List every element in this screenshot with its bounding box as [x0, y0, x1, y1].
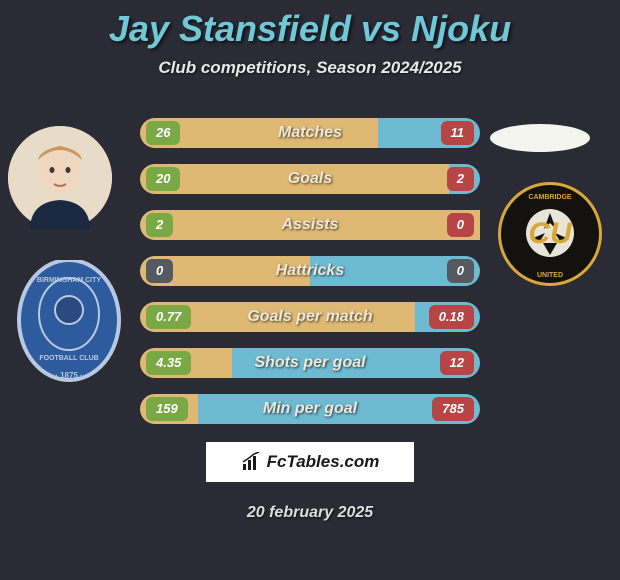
stat-value-right: 0.18	[429, 305, 474, 329]
svg-text:FOOTBALL CLUB: FOOTBALL CLUB	[39, 355, 98, 362]
club-right-abbrev: CU	[528, 217, 571, 251]
stat-value-left: 20	[146, 167, 180, 191]
stat-value-left: 0	[146, 259, 173, 283]
stat-value-right: 12	[440, 351, 474, 375]
stat-value-right: 2	[447, 167, 474, 191]
stat-row: Matches26 11	[140, 118, 480, 148]
chart-icon	[241, 452, 261, 472]
svg-text:BIRMINGHAM CITY: BIRMINGHAM CITY	[37, 277, 101, 284]
date-text: 20 february 2025	[0, 504, 620, 522]
stat-row: Shots per goal4.3512	[140, 348, 480, 378]
player-right-avatar	[490, 124, 590, 152]
player-left-avatar	[8, 126, 112, 230]
logo-fctables: FcTables.com	[206, 442, 414, 482]
stat-value-right: 11	[441, 121, 475, 145]
svg-text:UNITED: UNITED	[537, 272, 563, 279]
stat-value-left: 26	[146, 121, 180, 145]
stat-value-left: 0.77	[146, 305, 191, 329]
stat-label: Assists	[140, 210, 480, 240]
stat-label: Matches	[140, 118, 480, 148]
stat-value-left: 4.35	[146, 351, 191, 375]
svg-text:CAMBRIDGE: CAMBRIDGE	[528, 194, 571, 201]
stat-row: Goals per match0.770.18	[140, 302, 480, 332]
stat-label: Hattricks	[140, 256, 480, 286]
stats-comparison: Matches2611Goals202Assists20Hattricks00G…	[140, 118, 480, 440]
stat-label: Goals	[140, 164, 480, 194]
page-title: Jay Stansfield vs Njoku	[0, 0, 620, 50]
branding-text: FcTables.com	[267, 452, 380, 472]
stat-row: Assists2 0	[140, 210, 480, 240]
club-left-badge: BIRMINGHAM CITY FOOTBALL CLUB · 1875 ·	[16, 260, 122, 390]
stat-value-right: 0	[447, 259, 474, 283]
stat-label: Min per goal	[140, 394, 480, 424]
stat-value-left: 159	[146, 397, 188, 421]
stat-row: Hattricks0 0	[140, 256, 480, 286]
stat-row: Min per goal159 785	[140, 394, 480, 424]
svg-text:· 1875 ·: · 1875 ·	[55, 371, 83, 380]
stat-value-left: 2	[146, 213, 173, 237]
club-right-badge: CAMBRIDGE UNITED CU	[498, 182, 602, 286]
stat-row: Goals20 2	[140, 164, 480, 194]
subtitle: Club competitions, Season 2024/2025	[0, 58, 620, 78]
stat-value-right: 785	[432, 397, 474, 421]
stat-value-right: 0	[447, 213, 474, 237]
